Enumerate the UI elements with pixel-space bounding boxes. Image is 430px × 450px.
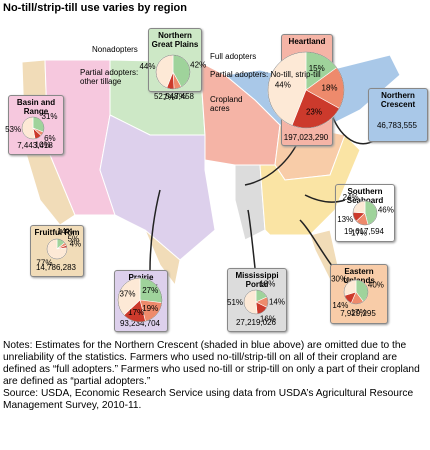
pie-label: 77% (36, 258, 52, 267)
region-box: Fruitful Rim (30, 225, 84, 277)
region-name: Mississippi Portal (235, 271, 279, 289)
pies: 52,548,458 42% 7%7% 44% 197,023,290 15% 18% 23%… (5, 51, 418, 328)
region-box: Basin and Range (8, 95, 64, 155)
pie-label: 24% (343, 193, 359, 202)
arrow (329, 109, 376, 145)
pie-label: 46% (378, 205, 394, 214)
acres-label: 14,786,283 (36, 263, 77, 272)
pie-label: 10% (35, 141, 51, 150)
region-name: Fruitful Rim (34, 228, 80, 237)
pie-label: 17% (351, 308, 367, 317)
source-text: Source: USDA, Economic Research Service … (3, 388, 414, 411)
arrow (247, 209, 256, 269)
notes: Notes: Estimates for the Northern Cresce… (3, 340, 427, 412)
pie-label: 5% (68, 234, 80, 243)
pie-label: 17% (351, 228, 367, 237)
pie-label: 7% (174, 92, 186, 101)
acres-label: 93,234,704 (120, 319, 161, 328)
pie-label: 31% (42, 112, 58, 121)
legend-label: Partial adopters: other tillage (80, 68, 139, 86)
pie-outline (352, 200, 378, 226)
pie-outline (155, 54, 191, 90)
notes-text: Notes: Estimates for the Northern Cresce… (3, 340, 420, 387)
pie-outline (46, 238, 68, 260)
pie-label: 4% (70, 239, 82, 248)
pie-label: 17% (128, 308, 144, 317)
pie-label: 51% (227, 298, 243, 307)
acres-label: 19,617,594 (344, 227, 385, 236)
pie-outline (21, 116, 45, 140)
pie-label: 18% (322, 84, 338, 93)
pie-label: 27% (142, 286, 158, 295)
pie-label: 23% (306, 107, 322, 116)
pie-slice (243, 289, 258, 315)
pie-label: 44% (139, 62, 155, 71)
pie-label: 16% (260, 314, 276, 323)
legend-label: Full adopters (210, 52, 257, 61)
pie-label: 44% (275, 81, 291, 90)
title: No-till/strip-till use varies by region (3, 2, 187, 14)
region-shape (144, 229, 181, 287)
acres-label: 52,548,458 (154, 92, 195, 101)
pie-label: 30% (331, 275, 347, 284)
region-box: Southern Seaboard (335, 184, 395, 242)
pie-label: 14% (57, 227, 73, 236)
region-name: Heartland (288, 37, 326, 46)
pie-label: 15% (309, 64, 325, 73)
pie-outline (117, 277, 163, 323)
region-shape (234, 164, 266, 241)
pie-outline (243, 289, 269, 315)
acres-label: 27,219,026 (236, 318, 277, 327)
pie-label: 53% (5, 125, 21, 134)
region-name: Northern Great Plains (151, 31, 199, 49)
acres-label: 46,783,555 (377, 121, 418, 130)
pie-label: 13% (337, 215, 353, 224)
region-name: Southern Seaboard (346, 187, 384, 205)
pie-label: 14% (332, 301, 348, 310)
legend-label: Partial adopters: No-till, strip-till (210, 70, 321, 79)
acres-label: 7,929,295 (340, 309, 376, 318)
pie-label: 37% (119, 290, 135, 299)
pie-label: 6% (44, 134, 56, 143)
pie-label: 40% (368, 280, 384, 289)
region-name: Northern Crescent (380, 91, 416, 109)
pie-label: 19% (142, 304, 158, 313)
legend-acres: Cropland acres (210, 95, 243, 113)
legend-label: Nonadopters (92, 45, 138, 54)
pie-outline (267, 51, 345, 129)
pie-label: 42% (190, 61, 206, 70)
pointer-arrows (149, 109, 376, 271)
pie-label: 14% (269, 297, 285, 306)
region-shape (99, 114, 216, 261)
pie-slice (21, 116, 36, 140)
acres-label: 197,023,290 (284, 133, 329, 142)
arrow (304, 194, 346, 203)
arrow (149, 189, 161, 271)
pie-outline (343, 279, 369, 305)
region-name: Basin and Range (16, 98, 56, 116)
pie-label: 7% (163, 93, 175, 102)
pie-label: 18% (259, 279, 275, 288)
region-box: Northern Crescent (368, 88, 428, 142)
acres-label: 7,443,418 (17, 141, 53, 150)
